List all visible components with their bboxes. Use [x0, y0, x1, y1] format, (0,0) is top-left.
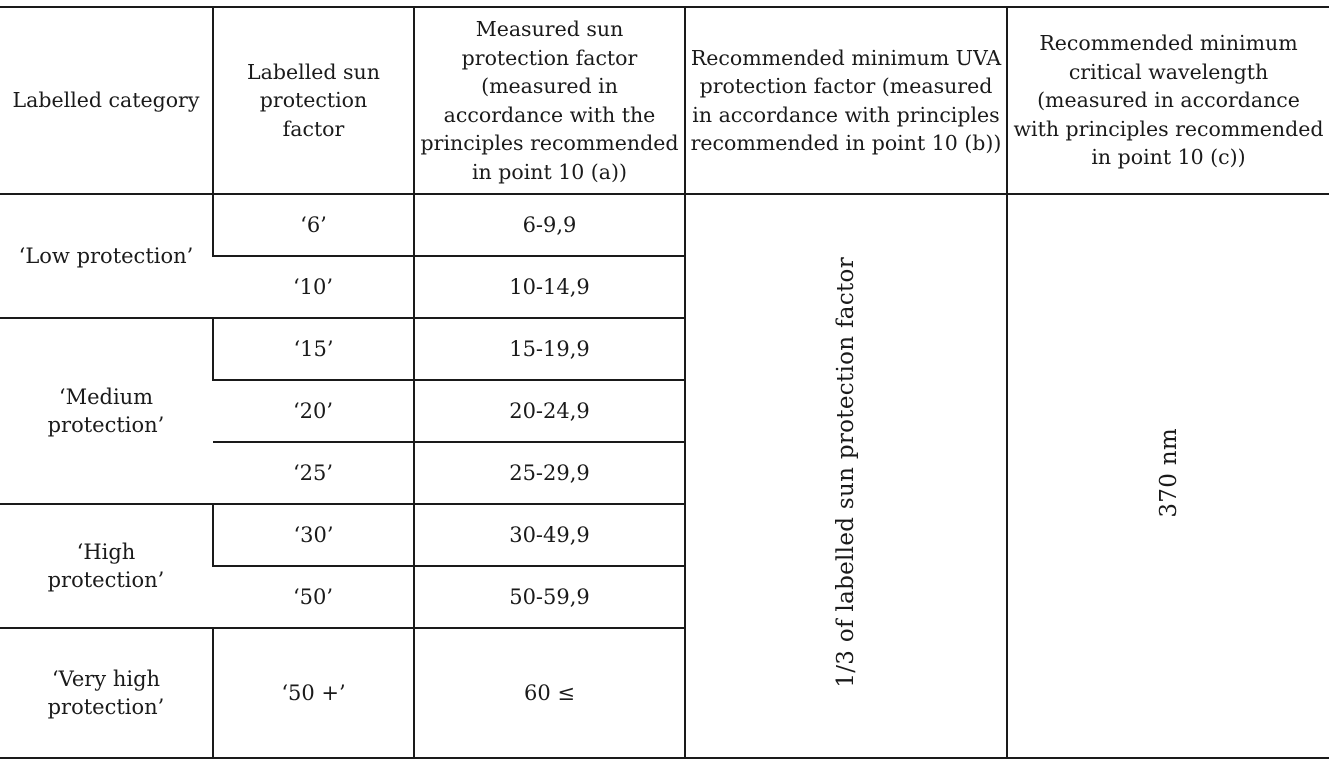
sunscreen-protection-table: Labelled category Labelled sun protectio…	[0, 6, 1329, 759]
table-row: ‘Medium protection’ ‘15’ 15-19,9	[0, 318, 1329, 505]
measured-spf-cell: 10-14,9	[413, 256, 685, 319]
measured-spf-cell: 25-29,9	[413, 442, 685, 505]
category-medium-protection: ‘Medium protection’	[0, 318, 213, 505]
table-row: ‘High protection’ ‘30’ 30-49,9	[0, 504, 1329, 629]
uva-protection-factor-cell: 1/3 of labelled sun protection factor	[684, 194, 1007, 759]
measured-spf-cell: 60 ≤	[413, 628, 685, 759]
category-very-high-protection: ‘Very high protection’	[0, 628, 213, 759]
table-row: ‘10’ 10-14,9	[0, 256, 1329, 319]
table-row: ‘Low protection’ ‘6’ 6-9,9 1/3 of labell…	[0, 194, 1329, 759]
labelled-spf-cell: ‘50’	[213, 566, 414, 629]
table-row: ‘20’ 20-24,9	[0, 380, 1329, 443]
measured-spf-cell: 20-24,9	[413, 380, 685, 443]
measured-spf-cell: 50-59,9	[413, 566, 685, 629]
uva-protection-factor-value: 1/3 of labelled sun protection factor	[833, 257, 859, 688]
header-uva-protection-factor: Recommended minimum UVA protection facto…	[684, 6, 1007, 195]
labelled-spf-cell: ‘25’	[213, 442, 414, 505]
table-row: ‘25’ 25-29,9	[0, 442, 1329, 505]
category-low-protection: ‘Low protection’	[0, 194, 213, 319]
labelled-spf-cell: ‘50 +’	[212, 628, 414, 759]
labelled-spf-cell: ‘6’	[212, 194, 414, 257]
header-labelled-category: Labelled category	[0, 6, 213, 195]
critical-wavelength-cell: 370 nm	[1006, 194, 1329, 759]
measured-spf-cell: 15-19,9	[413, 318, 685, 381]
table-row: ‘50’ 50-59,9	[0, 566, 1329, 629]
header-measured-spf: Measured sun protection factor (measured…	[413, 6, 685, 195]
header-labelled-spf: Labelled sun protection factor	[212, 6, 414, 195]
table-row: ‘Very high protection’ ‘50 +’ 60 ≤	[0, 628, 1329, 759]
labelled-spf-cell: ‘15’	[212, 318, 414, 381]
measured-spf-cell: 6-9,9	[413, 194, 685, 257]
measured-spf-cell: 30-49,9	[413, 504, 685, 567]
labelled-spf-cell: ‘20’	[213, 380, 414, 443]
category-high-protection: ‘High protection’	[0, 504, 213, 629]
header-critical-wavelength: Recommended minimum critical wavelength …	[1006, 6, 1329, 195]
labelled-spf-cell: ‘10’	[213, 256, 414, 319]
header-row: Labelled category Labelled sun protectio…	[0, 6, 1329, 195]
critical-wavelength-value: 370 nm	[1155, 427, 1182, 518]
labelled-spf-cell: ‘30’	[212, 504, 414, 567]
